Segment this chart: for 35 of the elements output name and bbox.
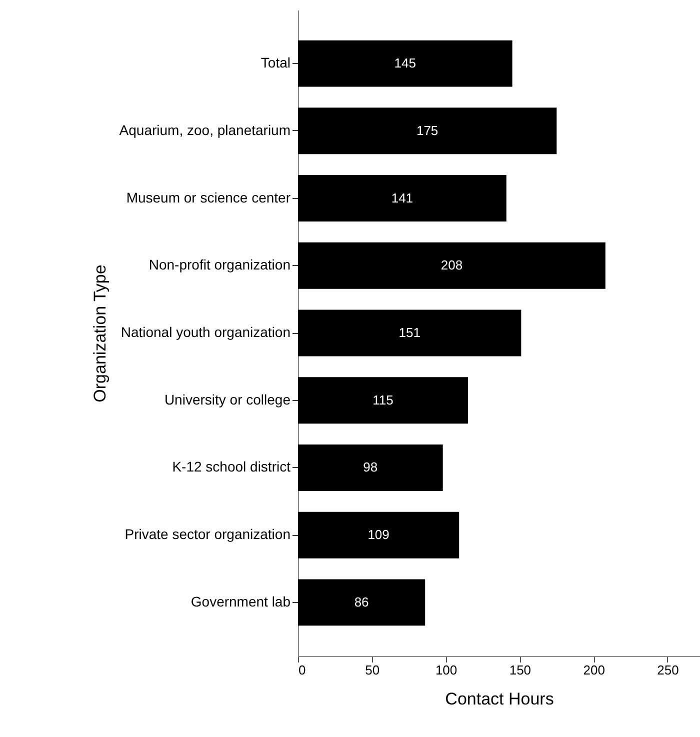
y-tick-label: Non-profit organization bbox=[148, 256, 290, 273]
bar bbox=[298, 40, 512, 87]
y-tick-label: University or college bbox=[164, 391, 291, 408]
data-label: 86 bbox=[354, 594, 369, 610]
y-tick-label: Aquarium, zoo, planetarium bbox=[119, 122, 290, 138]
data-label: 109 bbox=[368, 527, 390, 542]
bar bbox=[298, 310, 522, 356]
bar bbox=[298, 444, 443, 491]
x-tick-label: 50 bbox=[365, 662, 380, 678]
bar bbox=[298, 175, 506, 222]
data-label: 208 bbox=[440, 258, 463, 273]
data-label: 98 bbox=[363, 460, 378, 475]
data-label: 151 bbox=[398, 325, 420, 340]
x-tick-label: 250 bbox=[657, 662, 679, 678]
bar bbox=[298, 579, 426, 626]
x-tick-label: 100 bbox=[435, 662, 458, 678]
bar bbox=[298, 377, 468, 424]
data-label: 141 bbox=[391, 190, 414, 206]
bar bbox=[298, 512, 460, 558]
data-label: 145 bbox=[394, 56, 416, 71]
y-tick-label: Private sector organization bbox=[124, 526, 290, 542]
data-label: 115 bbox=[372, 392, 394, 408]
x-tick-label: 0 bbox=[298, 662, 306, 678]
y-tick-label: K-12 school district bbox=[172, 458, 291, 475]
bar bbox=[298, 242, 606, 289]
y-axis-title: Organization Type bbox=[90, 264, 110, 402]
y-tick-label: Total bbox=[260, 54, 290, 71]
y-tick-label: Museum or science center bbox=[126, 189, 291, 206]
y-tick-label: Government lab bbox=[190, 593, 291, 610]
data-label: 175 bbox=[416, 122, 438, 138]
x-axis-title: Contact Hours bbox=[445, 690, 554, 708]
y-tick-label: National youth organization bbox=[120, 324, 290, 340]
x-tick-label: 150 bbox=[509, 662, 532, 678]
bar bbox=[298, 108, 557, 154]
x-tick-label: 200 bbox=[583, 662, 605, 678]
